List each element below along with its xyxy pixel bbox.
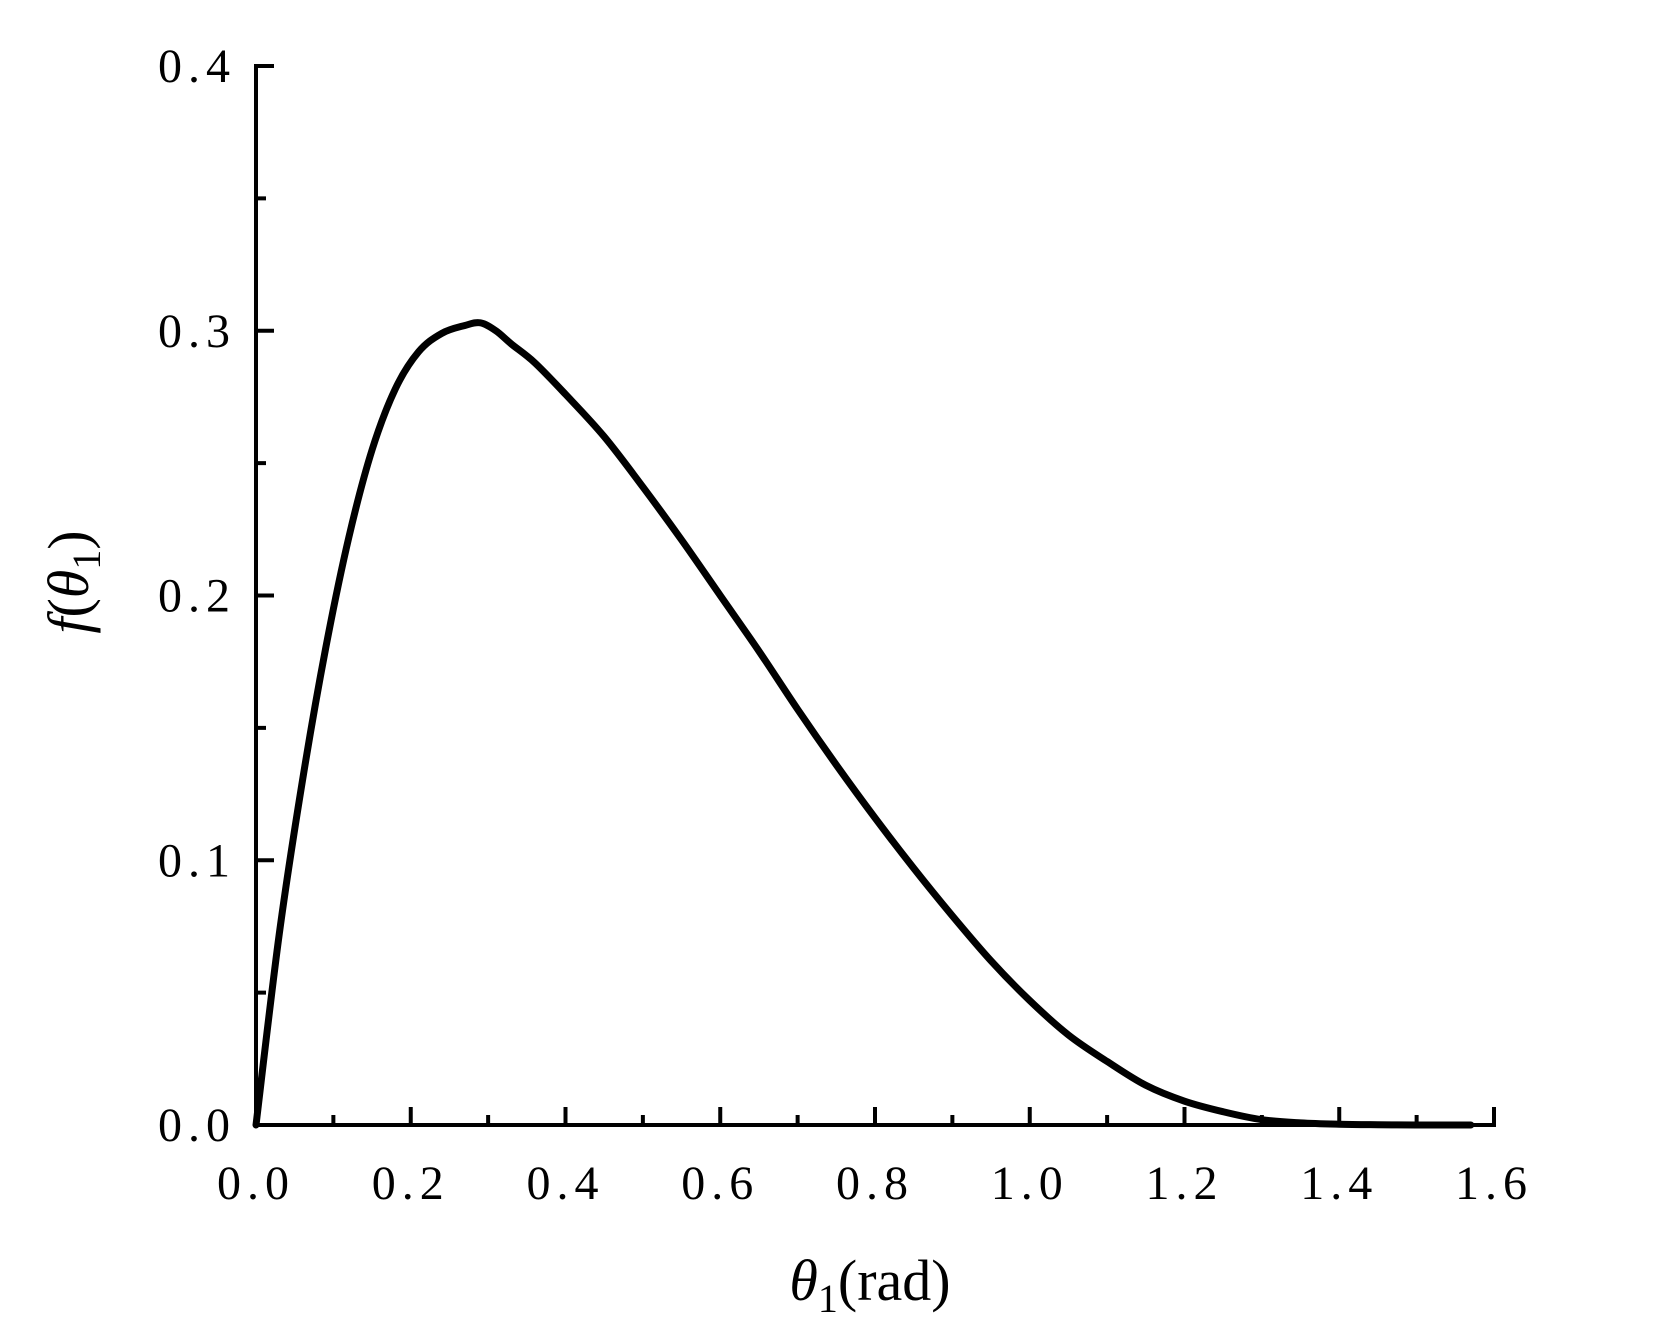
y-tick-label: 0.2 <box>158 570 236 623</box>
series <box>252 319 1475 1129</box>
y-tick-label: 0.0 <box>158 1099 236 1152</box>
x-tick-label: 0.4 <box>527 1157 605 1210</box>
y-tick-label: 0.3 <box>158 305 236 358</box>
x-tick-label: 1.4 <box>1300 1157 1378 1210</box>
x-tick-label: 1.6 <box>1455 1157 1533 1210</box>
series-line <box>252 319 1475 1129</box>
y-tick-label: 0.1 <box>158 834 236 887</box>
x-tick-label: 0.8 <box>836 1157 914 1210</box>
x-tick-label: 1.0 <box>991 1157 1069 1210</box>
x-tick-label: 0.0 <box>217 1157 295 1210</box>
axes <box>254 64 1496 1127</box>
y-tick-label: 0.4 <box>158 40 236 93</box>
y-axis-label: f(θ1) <box>36 530 109 633</box>
tick-labels: 0.0 0.2 0.4 0.6 0.8 1.0 1.2 1.4 1.6 0.0 0.1 0.2 0.3 0… <box>158 40 1533 1210</box>
x-tick-label: 0.2 <box>372 1157 450 1210</box>
ticks <box>254 64 1496 1127</box>
x-tick-label: 0.6 <box>681 1157 759 1210</box>
x-axis-label: θ1(rad) <box>789 1248 950 1321</box>
x-tick-label: 1.2 <box>1146 1157 1224 1210</box>
